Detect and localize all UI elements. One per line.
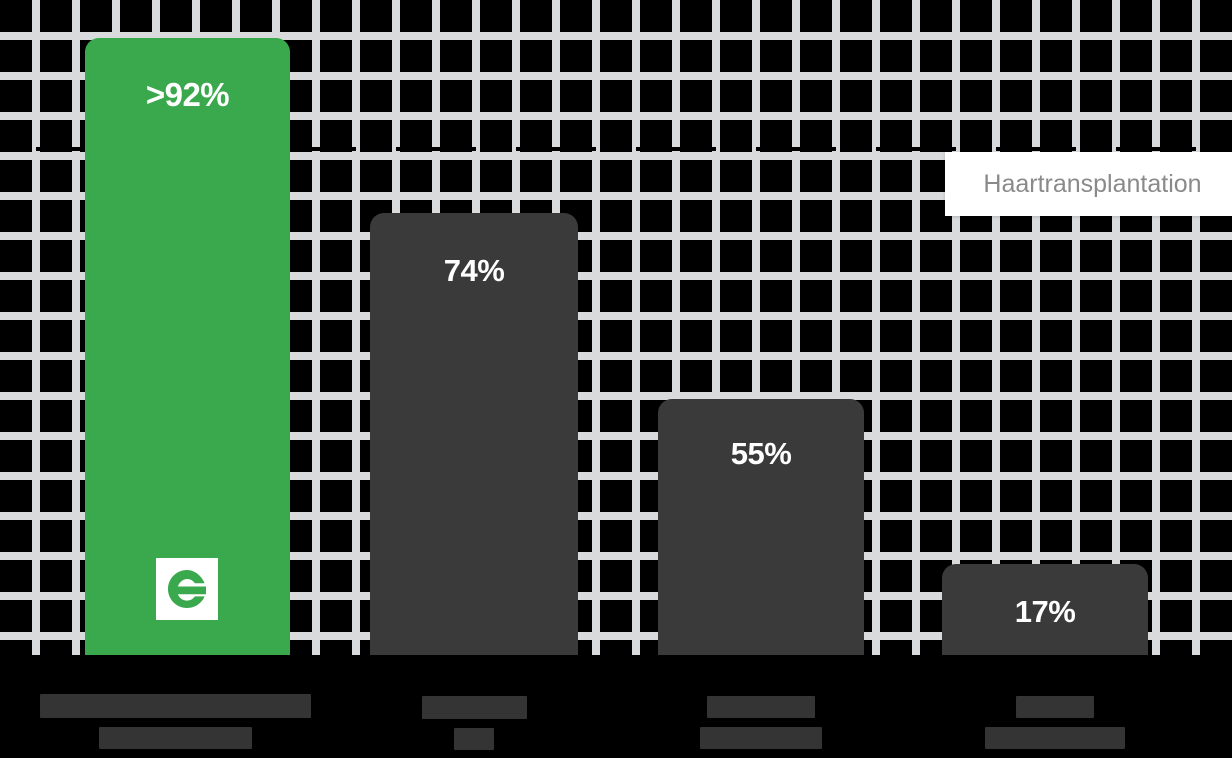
threshold-dashed-line bbox=[0, 147, 1232, 151]
axis-label-4-line-1 bbox=[1016, 696, 1094, 718]
bar-2[interactable]: 74% bbox=[370, 213, 578, 655]
axis-label-2-line-2 bbox=[454, 728, 494, 750]
axis-label-3-line-2 bbox=[700, 727, 822, 749]
tooltip-haartransplantation[interactable]: Haartransplantation bbox=[945, 152, 1232, 216]
bar-3[interactable]: 55% bbox=[658, 399, 864, 655]
brand-e-logo bbox=[156, 558, 218, 620]
bar-4[interactable]: 17% bbox=[942, 564, 1148, 655]
bar-4-value-label: 17% bbox=[1014, 594, 1076, 629]
axis-label-4 bbox=[985, 696, 1125, 749]
axis-label-2 bbox=[416, 696, 532, 750]
axis-label-1 bbox=[39, 694, 311, 749]
plot-area: >92% 74% 55% 17% Haartransplantation bbox=[0, 0, 1232, 655]
bar-1-value-label: >92% bbox=[145, 76, 230, 113]
axis-label-3-line-1 bbox=[707, 696, 815, 718]
tooltip-label: Haartransplantation bbox=[983, 169, 1202, 198]
axis-label-1-line-1 bbox=[39, 694, 311, 718]
bar-3-value-label: 55% bbox=[730, 436, 792, 471]
axis-label-3 bbox=[700, 696, 822, 749]
axis-label-4-line-2 bbox=[985, 727, 1125, 749]
axis-label-2-line-1 bbox=[421, 696, 527, 719]
axis-label-1-line-2 bbox=[98, 727, 252, 749]
bar-1[interactable]: >92% bbox=[85, 38, 290, 655]
bar-2-value-label: 74% bbox=[443, 253, 505, 288]
